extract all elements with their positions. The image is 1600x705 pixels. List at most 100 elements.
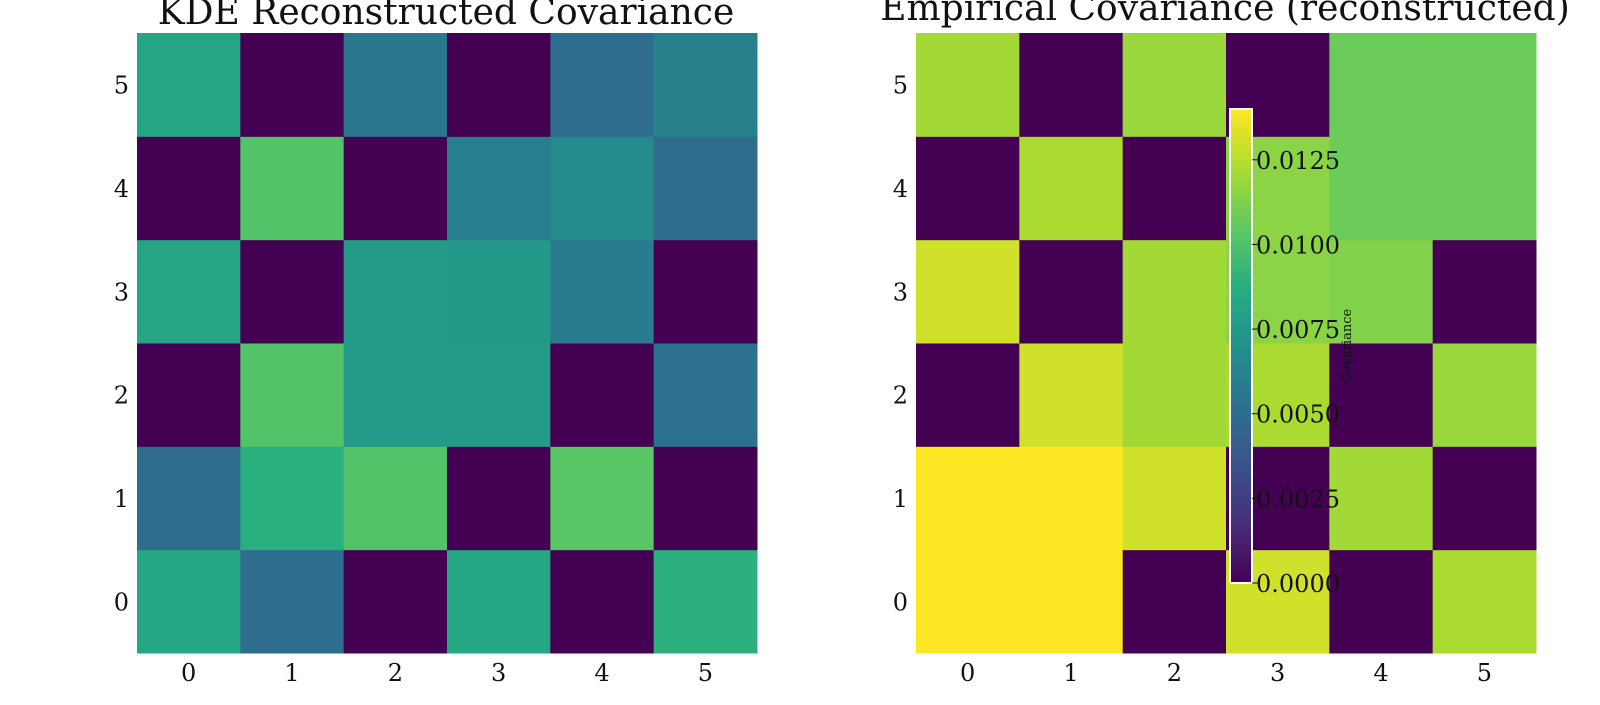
left-cell-r1-c4 <box>550 446 655 551</box>
left-cell-r0-c0 <box>137 549 241 654</box>
left-title: KDE Reconstructed Covariance <box>158 0 735 33</box>
right-cell-r4-c2 <box>1122 136 1227 241</box>
right-cell-r3-c0 <box>916 239 1020 344</box>
left-cell-r4-c0 <box>137 136 241 241</box>
left-cell-r5-c1 <box>240 33 345 137</box>
colorbar-label: Covariance <box>1340 309 1355 384</box>
right-cell-r2-c2 <box>1122 343 1227 447</box>
left-y-ticks: 0 1 2 3 4 5 <box>114 72 129 617</box>
right-x-tick-label: 4 <box>1373 659 1388 687</box>
right-cell-r1-c1 <box>1019 446 1124 551</box>
colorbar-tick-label: 0.0000 <box>1256 570 1340 598</box>
right-cell-r0-c2 <box>1122 549 1227 654</box>
left-y-tick-label: 1 <box>114 485 129 513</box>
right-cell-r2-c1 <box>1019 343 1124 447</box>
left-cell-r4-c2 <box>343 136 448 241</box>
left-cell-r0-c2 <box>343 549 448 654</box>
left-cell-r0-c1 <box>240 549 345 654</box>
left-y-tick-label: 0 <box>114 588 129 616</box>
left-cell-r1-c5 <box>653 446 758 551</box>
right-y-tick-label: 3 <box>893 278 908 306</box>
left-cell-r3-c0 <box>137 239 241 344</box>
left-x-tick-label: 4 <box>594 659 609 687</box>
left-cell-r5-c2 <box>343 33 448 137</box>
right-cell-r0-c4 <box>1329 549 1434 654</box>
left-cell-r0-c4 <box>550 549 655 654</box>
left-x-tick-label: 1 <box>284 659 299 687</box>
left-y-tick-label: 3 <box>114 278 129 306</box>
left-cell-r3-c2 <box>343 239 448 344</box>
colorbar-ticks: 0.0000 0.0025 0.0050 0.0075 0.0100 0.0125 <box>1252 147 1340 598</box>
left-cell-r1-c0 <box>137 446 241 551</box>
right-cell-r4-c0 <box>916 136 1020 241</box>
right-cell-r5-c4 <box>1329 33 1434 137</box>
right-cell-r4-c1 <box>1019 136 1124 241</box>
right-cell-r3-c5 <box>1432 239 1537 344</box>
right-x-tick-label: 0 <box>960 659 975 687</box>
left-cell-r2-c1 <box>240 343 345 447</box>
right-y-tick-label: 2 <box>893 382 908 410</box>
left-cell-r4-c1 <box>240 136 345 241</box>
right-y-tick-label: 1 <box>893 485 908 513</box>
right-cell-r5-c5 <box>1432 33 1537 137</box>
left-cell-r3-c3 <box>447 239 551 344</box>
right-cell-r2-c5 <box>1432 343 1537 447</box>
left-cell-r5-c5 <box>653 33 758 137</box>
left-cell-r4-c5 <box>653 136 758 241</box>
right-cell-r1-c0 <box>916 446 1020 551</box>
left-cell-r4-c4 <box>550 136 655 241</box>
right-cell-r5-c1 <box>1019 33 1124 137</box>
right-y-ticks: 0 1 2 3 4 5 <box>893 72 908 617</box>
left-cell-r3-c5 <box>653 239 758 344</box>
left-cell-r1-c3 <box>447 446 551 551</box>
left-x-tick-label: 5 <box>698 659 713 687</box>
right-y-tick-label: 4 <box>893 175 908 203</box>
left-cell-r2-c3 <box>447 343 551 447</box>
right-cell-r0-c5 <box>1432 549 1537 654</box>
right-cell-r0-c0 <box>916 549 1020 654</box>
left-cell-r5-c0 <box>137 33 241 137</box>
left-cell-r2-c0 <box>137 343 241 447</box>
colorbar-tick-label: 0.0025 <box>1256 485 1340 513</box>
colorbar-gradient <box>1229 108 1253 584</box>
left-cell-r0-c3 <box>447 549 551 654</box>
right-cells <box>916 33 1537 654</box>
left-cell-r5-c3 <box>447 33 551 137</box>
colorbar: 0.0000 0.0025 0.0050 0.0075 0.0100 0.0125 Cov… <box>1229 108 1355 598</box>
left-cell-r1-c2 <box>343 446 448 551</box>
colorbar-tick-label: 0.0125 <box>1256 147 1340 175</box>
left-cell-r5-c4 <box>550 33 655 137</box>
right-cell-r1-c5 <box>1432 446 1537 551</box>
right-cell-r4-c5 <box>1432 136 1537 241</box>
left-cells <box>137 33 758 654</box>
right-cell-r1-c2 <box>1122 446 1227 551</box>
right-cell-r5-c2 <box>1122 33 1227 137</box>
right-x-tick-label: 1 <box>1063 659 1078 687</box>
left-cell-r4-c3 <box>447 136 551 241</box>
left-x-tick-label: 3 <box>491 659 506 687</box>
left-y-tick-label: 4 <box>114 175 129 203</box>
right-x-ticks: 0 1 2 3 4 5 <box>960 659 1492 687</box>
left-cell-r3-c4 <box>550 239 655 344</box>
right-x-tick-label: 5 <box>1477 659 1492 687</box>
left-cell-r2-c5 <box>653 343 758 447</box>
right-cell-r4-c4 <box>1329 136 1434 241</box>
left-cell-r1-c1 <box>240 446 345 551</box>
right-cell-r0-c1 <box>1019 549 1124 654</box>
right-y-tick-label: 5 <box>893 72 908 100</box>
left-cell-r2-c4 <box>550 343 655 447</box>
right-y-tick-label: 0 <box>893 588 908 616</box>
colorbar-tick-label: 0.0050 <box>1256 401 1340 429</box>
left-x-ticks: 0 1 2 3 4 5 <box>181 659 713 687</box>
right-x-tick-label: 3 <box>1270 659 1285 687</box>
colorbar-tick-label: 0.0075 <box>1256 316 1340 344</box>
right-cell-r3-c1 <box>1019 239 1124 344</box>
right-cell-r2-c4 <box>1329 343 1434 447</box>
right-cell-r2-c0 <box>916 343 1020 447</box>
left-y-tick-label: 5 <box>114 72 129 100</box>
right-cell-r5-c0 <box>916 33 1020 137</box>
right-cell-r3-c4 <box>1329 239 1434 344</box>
heatmap-left: KDE Reconstructed Covariance 0 1 2 3 4 5 0 1 2 3… <box>114 0 758 687</box>
left-x-tick-label: 0 <box>181 659 196 687</box>
